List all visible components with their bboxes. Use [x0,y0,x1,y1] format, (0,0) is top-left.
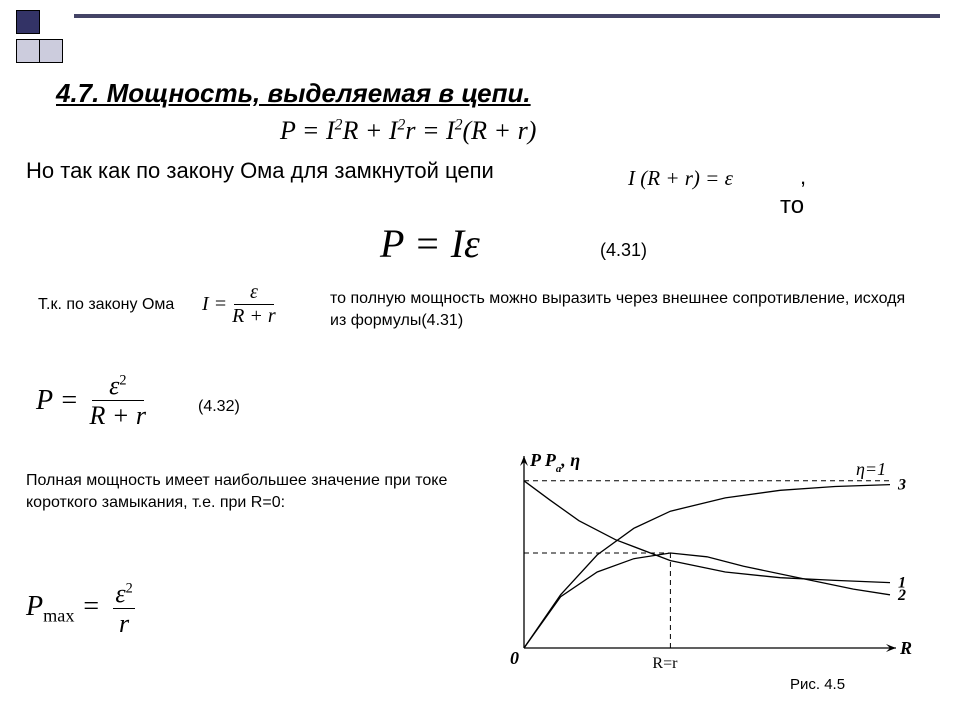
fraction-p-den: R + r [90,402,147,429]
comma: , [800,164,806,190]
equation-4-32-number: (4.32) [198,398,240,416]
section-title: 4.7. Мощность, выделяемая в цепи. [56,78,531,109]
corner-decoration [16,10,63,68]
pmax-den: r [111,610,136,637]
pmax-p: P [26,591,43,622]
slide-root: 4.7. Мощность, выделяемая в цепи. P = I2… [0,0,960,720]
figure-caption: Рис. 4.5 [790,676,845,693]
fraction-i-num: ε [232,282,276,303]
equation-i-fraction: I = ε R + r [202,282,276,327]
deco-box-light-1 [16,39,40,63]
deco-box-light-2 [39,39,63,63]
equation-4-31-number: (4.31) [600,240,647,261]
fraction-i-den: R + r [232,306,276,327]
pmax-eq: = [74,591,100,622]
deco-box-dark [16,10,40,34]
svg-text:R=r: R=r [652,655,678,672]
svg-text:P Pa, η: P Pa, η [529,450,580,475]
text-max-power: Полная мощность имеет наибольшее значени… [26,470,466,513]
pmax-sub: max [43,606,74,626]
header-strip [74,14,940,18]
text-ohm-law: Но так как по закону Ома для замкнутой ц… [26,158,494,184]
equation-total-power: P = I2R + I2r = I2(R + r) [280,116,536,146]
text-since-ohm-label: Т.к. по закону Ома [38,296,174,313]
equation-4-32: P = ε2 R + r [36,372,146,430]
fraction-i-lhs: I = [202,293,227,316]
svg-text:0: 0 [510,648,519,668]
equation-4-31: P = Iε [380,220,480,267]
text-full-power-statement: то полную мощность можно выразить через … [330,288,910,331]
svg-text:3: 3 [897,477,906,494]
text-since-ohm: Т.к. по закону Ома [38,296,174,314]
equation-pmax: Pmax = ε2 r [26,580,137,638]
svg-text:η=1: η=1 [856,459,886,479]
power-efficiency-graph: P Pa, ηη=10R=rR123 [480,448,920,678]
equation-ohm-closed: I (R + r) = ε [628,166,733,191]
svg-text:R: R [899,638,912,658]
text-to: то [780,192,804,220]
svg-text:2: 2 [897,587,906,604]
fraction-p-lhs: P = [36,385,79,417]
